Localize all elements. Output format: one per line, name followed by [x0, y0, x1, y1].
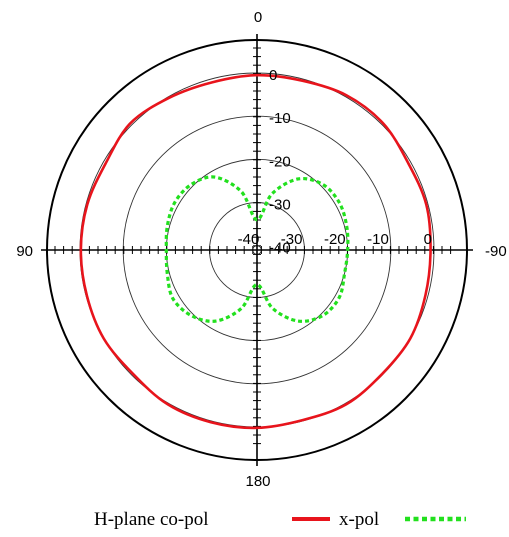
radial-tick-label-horizontal: -20 [324, 231, 346, 248]
angle-label-top: 0 [254, 9, 262, 26]
radial-tick-label-horizontal: 0 [424, 231, 432, 248]
polar-axes [41, 34, 473, 466]
radial-tick-label-vertical: 0 [269, 67, 277, 84]
radial-tick-labels: -40-30-20-100-40 -30 -20 -10 0 [238, 67, 432, 257]
radial-tick-label-horizontal: -10 [367, 231, 389, 248]
radial-tick-label-vertical: -20 [269, 153, 291, 170]
radial-tick-label-horizontal: -40 [238, 231, 260, 248]
legend-label-xpol: x-pol [339, 509, 379, 530]
radial-tick-label-horizontal: -30 [281, 231, 303, 248]
angle-label-bottom: 180 [245, 473, 270, 490]
angle-label-left: 90 [16, 243, 33, 260]
radial-tick-label-vertical: -30 [269, 197, 291, 214]
radial-tick-label-vertical: -10 [269, 110, 291, 127]
legend-label-copol: H-plane co-pol [94, 509, 208, 530]
angle-label-right: -90 [485, 243, 507, 260]
legend: H-plane co-pol x-pol [94, 509, 466, 530]
